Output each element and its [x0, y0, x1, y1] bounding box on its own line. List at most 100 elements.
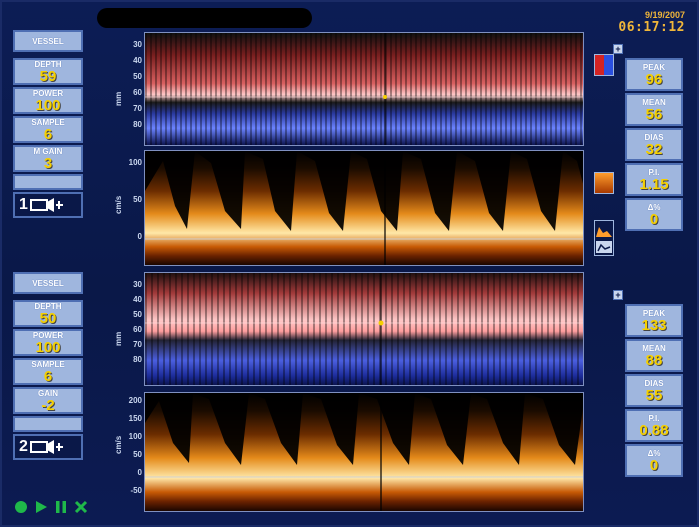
tick: 50: [133, 310, 142, 319]
mmode1-texture: [145, 33, 583, 145]
tick: 40: [133, 56, 142, 65]
tick: 80: [133, 120, 142, 129]
tick: 70: [133, 104, 142, 113]
mm-unit-label: mm: [114, 331, 123, 346]
waveform-mode-icon[interactable]: [594, 220, 614, 256]
mmode2-texture: [145, 273, 583, 385]
probe1-depth-value: 59: [39, 67, 57, 85]
tick: 60: [133, 88, 142, 97]
probe1-spacer: [13, 174, 83, 190]
tick: 40: [133, 295, 142, 304]
tick: 50: [133, 450, 142, 459]
tick: -50: [130, 486, 142, 495]
play-icon[interactable]: [34, 500, 48, 519]
probe1-sample-label: SAMPLE: [31, 117, 65, 127]
tick: 0: [137, 468, 142, 477]
stats1-panel: + PEAK 96 MEAN 56 DIAS 32 P.I. 1.15 Δ% 0: [613, 44, 683, 233]
pause-icon[interactable]: [54, 500, 68, 519]
probe1-vessel-button[interactable]: VESSEL: [13, 30, 83, 52]
mm-unit-label: mm: [114, 91, 123, 106]
tick: 200: [128, 396, 142, 405]
stats2-pi-value: 0.88: [639, 421, 669, 439]
probe1-gain-field[interactable]: M GAIN 3: [13, 145, 83, 172]
ultrasound-probe-icon: [29, 197, 64, 213]
tick: 50: [133, 195, 142, 204]
probe2-channel-number: 2: [19, 438, 28, 455]
redacted-patient-name: [97, 8, 312, 28]
plus-icon[interactable]: +: [613, 44, 623, 54]
probe1-vessel-label: VESSEL: [32, 36, 64, 46]
stats1-delta-value: 0: [649, 210, 659, 228]
probe2-settings-panel: VESSEL DEPTH 50 POWER 100 SAMPLE 6 GAIN …: [13, 272, 83, 460]
clear-icon[interactable]: [74, 500, 88, 519]
probe2-vessel-button[interactable]: VESSEL: [13, 272, 83, 294]
cms-unit-label: cm/s: [114, 195, 123, 214]
color-map-icon[interactable]: [594, 54, 614, 76]
velocity2-axis: 200 150 100 50 0 -50 cm/s: [114, 392, 142, 510]
stats1-pi: P.I. 1.15: [625, 163, 683, 196]
probe1-settings-panel: VESSEL DEPTH 59 POWER 100 SAMPLE 6 M GAI…: [13, 30, 83, 218]
probe1-sample-value: 6: [43, 125, 53, 143]
plus-icon[interactable]: +: [613, 290, 623, 300]
stats1-mean-value: 56: [645, 105, 663, 123]
probe1-power-value: 100: [35, 96, 61, 114]
probe2-power-field[interactable]: POWER 100: [13, 329, 83, 356]
stats2-dias-value: 55: [645, 386, 663, 404]
stats1-mean: MEAN 56: [625, 93, 683, 126]
probe2-depth-label: DEPTH: [34, 301, 62, 311]
stats2-mean: MEAN 88: [625, 339, 683, 372]
cms-unit-label: cm/s: [114, 435, 123, 454]
probe2-gain-value: -2: [41, 396, 55, 414]
probe2-sample-field[interactable]: SAMPLE 6: [13, 358, 83, 385]
doppler2-spectrum[interactable]: [144, 392, 584, 512]
doppler1-spectrum[interactable]: [144, 150, 584, 266]
probe2-depth-value: 50: [39, 309, 57, 327]
stats2-pi-label: P.I.: [648, 413, 660, 423]
tick: 30: [133, 280, 142, 289]
tick: 150: [128, 414, 142, 423]
mmode2-display[interactable]: [144, 272, 584, 386]
mmode1-display[interactable]: [144, 32, 584, 146]
date-label: 9/19/2007: [644, 10, 685, 20]
probe1-channel-number: 1: [19, 196, 28, 213]
probe2-depth-field[interactable]: DEPTH 50: [13, 300, 83, 327]
probe1-channel-button[interactable]: 1: [13, 192, 83, 218]
tick: 0: [137, 232, 142, 241]
stats1-dias: DIAS 32: [625, 128, 683, 161]
probe1-depth-field[interactable]: DEPTH 59: [13, 58, 83, 85]
stats2-dias: DIAS 55: [625, 374, 683, 407]
stats2-pi: P.I. 0.88: [625, 409, 683, 442]
time-label: 06:17:12: [618, 20, 685, 35]
stats1-delta-label: Δ%: [647, 202, 661, 212]
stats2-peak: PEAK 133: [625, 304, 683, 337]
velocity1-axis: 100 50 0 cm/s: [114, 152, 142, 264]
ultrasound-probe-icon: [29, 439, 64, 455]
probe1-power-field[interactable]: POWER 100: [13, 87, 83, 114]
probe2-sample-value: 6: [43, 367, 53, 385]
probe2-sample-label: SAMPLE: [31, 359, 65, 369]
stats1-peak-label: PEAK: [642, 62, 666, 72]
stats2-panel: + PEAK 133 MEAN 88 DIAS 55 P.I. 0.88 Δ% …: [613, 290, 683, 479]
mmode1-axis: 30 40 50 60 70 80 mm: [114, 34, 142, 146]
probe2-channel-button[interactable]: 2: [13, 434, 83, 460]
playback-controls: [14, 500, 88, 519]
doppler1-envelope: [145, 151, 583, 265]
spectrum-color-icon[interactable]: [594, 172, 614, 194]
probe2-power-value: 100: [35, 338, 61, 356]
stats1-pi-label: P.I.: [648, 167, 660, 177]
stats2-delta: Δ% 0: [625, 444, 683, 477]
tick: 50: [133, 72, 142, 81]
stats1-dias-value: 32: [645, 140, 663, 158]
probe2-gain-field[interactable]: GAIN -2: [13, 387, 83, 414]
stats2-mean-label: MEAN: [642, 343, 666, 353]
stats2-peak-value: 133: [641, 316, 667, 334]
stats2-delta-label: Δ%: [647, 448, 661, 458]
probe2-power-label: POWER: [32, 330, 64, 340]
mmode2-axis: 30 40 50 60 70 80 mm: [114, 274, 142, 386]
record-icon[interactable]: [14, 500, 28, 519]
tick: 70: [133, 340, 142, 349]
tick: 60: [133, 325, 142, 334]
probe1-depth-label: DEPTH: [34, 59, 62, 69]
probe1-sample-field[interactable]: SAMPLE 6: [13, 116, 83, 143]
